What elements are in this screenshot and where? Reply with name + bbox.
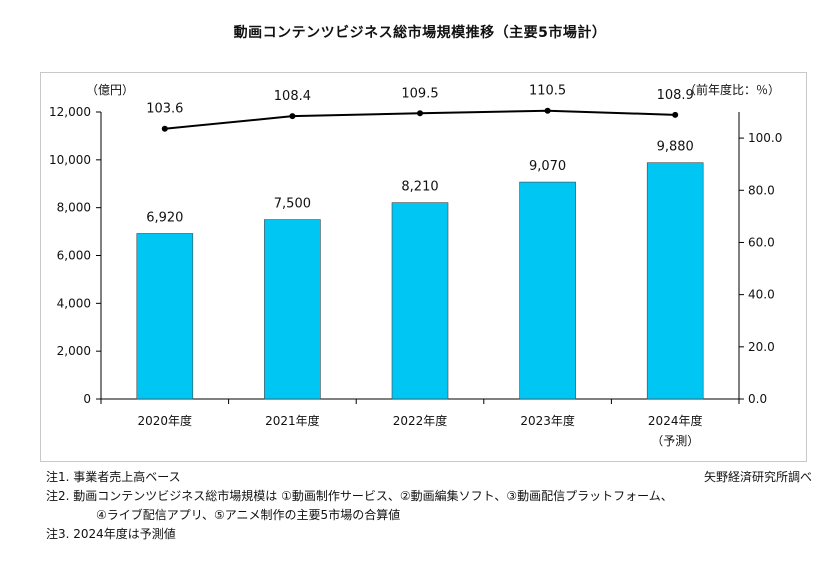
- x-category-label: 2024年度: [648, 413, 703, 428]
- yoy-value-label: 108.4: [274, 89, 311, 104]
- x-category-label: 2022年度: [393, 413, 448, 428]
- bar: [264, 219, 321, 400]
- footnotes: 注1. 事業者売上高ベース 注2. 動画コンテンツビジネス総市場規模は ①動画制…: [46, 468, 673, 544]
- left-tick-label: 0: [83, 392, 91, 406]
- bar-value-label: 8,210: [401, 180, 438, 195]
- x-category-label: 2023年度: [520, 413, 575, 428]
- yoy-value-label: 103.6: [146, 102, 183, 117]
- left-axis-unit-label: （億円）: [86, 83, 134, 97]
- right-tick-label: 80.0: [748, 183, 775, 197]
- left-tick-label: 10,000: [49, 153, 91, 167]
- left-tick-label: 6,000: [57, 249, 91, 263]
- yoy-value-label: 108.9: [657, 88, 694, 103]
- yoy-value-label: 109.5: [401, 86, 438, 101]
- bar: [136, 233, 194, 400]
- bar-value-label: 6,920: [146, 210, 183, 225]
- bar-value-label: 7,500: [274, 197, 311, 212]
- bar-value-label: 9,880: [657, 140, 694, 155]
- right-tick-label: 100.0: [748, 131, 782, 145]
- right-tick-label: 0.0: [748, 392, 767, 406]
- bar: [519, 181, 576, 400]
- bar: [391, 202, 449, 400]
- left-tick-label: 4,000: [57, 296, 91, 310]
- footnote-2: 注2. 動画コンテンツビジネス総市場規模は ①動画制作サービス、②動画編集ソフト…: [46, 489, 673, 503]
- x-category-label: 2021年度: [265, 413, 320, 428]
- chart-title: 動画コンテンツビジネス総市場規模推移（主要5市場計）: [233, 25, 607, 41]
- yoy-point: [161, 125, 168, 132]
- left-tick-label: 2,000: [57, 344, 91, 358]
- yoy-point: [544, 107, 551, 114]
- footnote-2-continued: ④ライブ配信アプリ、⑤アニメ制作の主要5市場の合算値: [96, 508, 401, 522]
- right-tick-label: 40.0: [748, 288, 775, 302]
- right-tick-label: 60.0: [748, 235, 775, 249]
- yoy-point: [417, 110, 423, 117]
- chart-frame: [40, 72, 807, 462]
- yoy-point: [289, 113, 296, 120]
- bar: [646, 162, 704, 400]
- left-tick-label: 12,000: [49, 105, 91, 119]
- x-category-label: 2020年度: [138, 413, 193, 428]
- bar-value-label: 9,070: [529, 159, 566, 174]
- footnote-1: 注1. 事業者売上高ベース: [46, 470, 181, 484]
- left-tick-label: 8,000: [57, 201, 91, 215]
- yoy-point: [672, 111, 679, 118]
- right-axis-unit-label: （前年度比：％）: [684, 82, 780, 97]
- source-credit: 矢野経済研究所調べ: [703, 470, 812, 484]
- x-category-sublabel: （予測）: [651, 434, 699, 448]
- yoy-value-label: 110.5: [529, 84, 566, 99]
- footnote-3: 注3. 2024年度は予測値: [46, 527, 176, 541]
- right-tick-label: 20.0: [748, 340, 775, 354]
